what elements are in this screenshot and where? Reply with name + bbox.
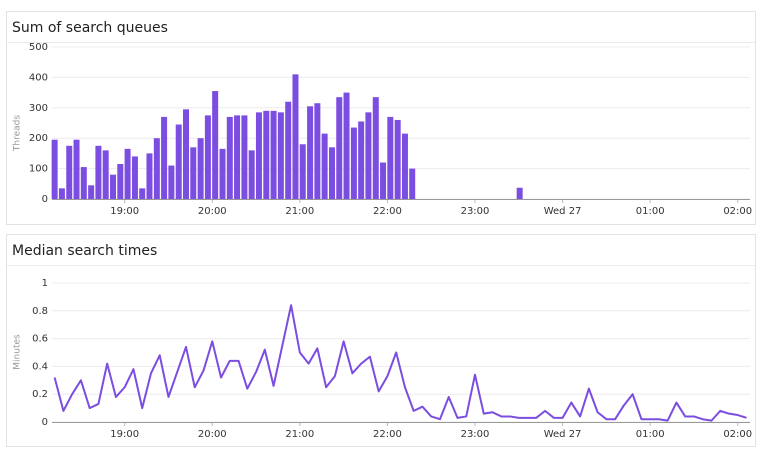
y-tick-label: 1 xyxy=(42,278,48,289)
x-tick-label: Wed 27 xyxy=(544,429,582,440)
bar xyxy=(175,124,182,199)
bar xyxy=(212,91,219,199)
bar xyxy=(226,116,233,199)
bar xyxy=(95,145,102,199)
y-tick-label: 0 xyxy=(42,417,48,428)
bar xyxy=(365,112,372,199)
panel-title: Median search times xyxy=(12,243,157,259)
bar xyxy=(66,145,73,199)
bar xyxy=(234,115,241,199)
bar xyxy=(139,188,146,199)
bar xyxy=(190,147,197,199)
bar xyxy=(394,119,401,199)
bar xyxy=(270,110,277,199)
x-tick-label: 23:00 xyxy=(461,429,490,440)
bar xyxy=(307,106,314,199)
x-tick-label: 23:00 xyxy=(461,206,490,217)
bar xyxy=(380,162,387,199)
bar xyxy=(153,138,160,199)
bar xyxy=(102,150,109,199)
bar xyxy=(161,116,168,199)
x-tick-label: 22:00 xyxy=(373,206,402,217)
y-tick-label: 0 xyxy=(42,194,48,205)
bar xyxy=(263,110,270,199)
x-tick-label: 02:00 xyxy=(723,206,752,217)
bar xyxy=(204,115,211,199)
bar xyxy=(197,138,204,199)
y-tick-label: 300 xyxy=(29,103,48,114)
bar xyxy=(350,127,357,199)
panel xyxy=(6,234,756,447)
bar xyxy=(168,165,175,199)
panel-title: Sum of search queues xyxy=(12,20,168,36)
bar xyxy=(182,109,189,199)
x-tick-label: 01:00 xyxy=(636,206,665,217)
x-tick-label: 20:00 xyxy=(198,429,227,440)
bar xyxy=(516,187,523,199)
bar xyxy=(241,115,248,199)
x-tick-label: 19:00 xyxy=(110,429,139,440)
x-tick-label: 01:00 xyxy=(636,429,665,440)
bar xyxy=(110,174,117,199)
y-tick-label: 200 xyxy=(29,133,48,144)
x-tick-label: 02:00 xyxy=(723,429,752,440)
x-tick-label: Wed 27 xyxy=(544,206,582,217)
bar xyxy=(248,150,255,199)
bar xyxy=(292,74,299,199)
bar xyxy=(219,148,226,199)
bar xyxy=(372,97,379,199)
bar xyxy=(314,103,321,199)
bar xyxy=(328,147,335,199)
bar xyxy=(255,112,262,199)
bar xyxy=(321,133,328,199)
y-axis-label: Threads xyxy=(13,115,23,152)
bar xyxy=(88,185,95,199)
bar xyxy=(124,148,131,199)
bar xyxy=(387,116,394,199)
bar xyxy=(80,167,87,199)
y-tick-label: 0.6 xyxy=(32,334,48,345)
bar xyxy=(401,133,408,199)
bar xyxy=(58,188,65,199)
y-tick-label: 0.2 xyxy=(32,389,48,400)
x-tick-label: 21:00 xyxy=(285,206,314,217)
x-tick-label: 20:00 xyxy=(198,206,227,217)
x-tick-label: 21:00 xyxy=(285,429,314,440)
bar xyxy=(277,112,284,199)
bar xyxy=(131,156,138,199)
bar xyxy=(73,139,80,199)
bar xyxy=(299,144,306,199)
y-tick-label: 0.8 xyxy=(32,306,48,317)
y-tick-label: 100 xyxy=(29,164,48,175)
bar xyxy=(343,92,350,199)
bar xyxy=(285,101,292,199)
bar xyxy=(358,121,365,199)
y-tick-label: 0.4 xyxy=(32,361,48,372)
x-tick-label: 19:00 xyxy=(110,206,139,217)
y-tick-label: 400 xyxy=(29,72,48,83)
x-tick-label: 22:00 xyxy=(373,429,402,440)
line xyxy=(53,304,747,422)
bar xyxy=(409,168,416,199)
y-tick-label: 500 xyxy=(29,42,48,53)
y-axis-label: Minutes xyxy=(13,334,23,370)
bar xyxy=(51,139,58,199)
bar xyxy=(336,97,343,199)
bar xyxy=(117,164,124,199)
bar xyxy=(146,153,153,199)
